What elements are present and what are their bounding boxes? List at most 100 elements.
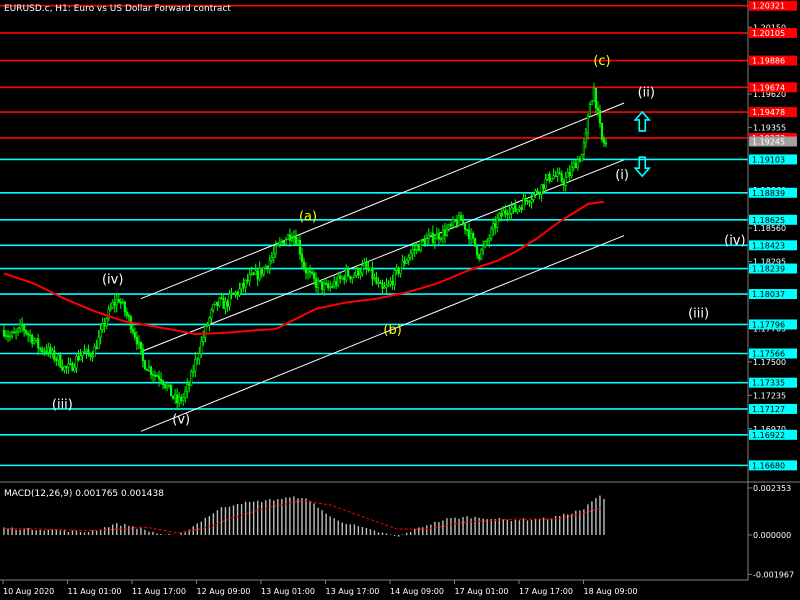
candle	[67, 357, 70, 374]
candle	[61, 359, 64, 372]
candle	[512, 204, 515, 214]
level-tag-bg	[749, 403, 797, 414]
candle	[590, 100, 594, 105]
candle	[445, 223, 449, 237]
candle	[99, 323, 102, 345]
candle	[375, 271, 378, 285]
price-tick-label: 1.19355	[753, 124, 786, 133]
level-tag-bg	[749, 348, 797, 359]
candle	[252, 271, 255, 276]
candle	[176, 388, 179, 411]
channel-line-upper	[140, 102, 625, 300]
candle	[478, 253, 481, 262]
candle	[83, 344, 86, 353]
candle	[19, 318, 22, 333]
wave-label: (iv)	[724, 233, 745, 248]
candle	[312, 270, 316, 286]
candle	[141, 343, 145, 368]
candle	[260, 268, 263, 278]
candle	[282, 241, 285, 246]
candle	[351, 276, 354, 284]
candle	[558, 167, 561, 175]
candle	[190, 368, 193, 386]
time-tick-label: 18 Aug 09:00	[584, 587, 638, 596]
candle	[218, 296, 221, 308]
candle	[250, 266, 253, 276]
candle	[536, 187, 539, 195]
candle	[389, 276, 392, 288]
candle	[570, 160, 573, 179]
candle	[451, 216, 455, 230]
candle	[101, 317, 104, 333]
candle	[447, 223, 451, 232]
candle	[455, 214, 459, 229]
candle	[304, 262, 308, 280]
candle	[435, 227, 438, 240]
candle	[427, 228, 430, 245]
candle	[117, 294, 120, 304]
candle	[554, 170, 557, 178]
level-tag-label: 1.16680	[752, 461, 785, 470]
wave-label: (iii)	[52, 398, 73, 413]
candle	[329, 280, 332, 292]
candle	[564, 172, 567, 192]
candle	[268, 254, 271, 275]
candle	[298, 234, 302, 260]
level-tag-bg	[749, 263, 797, 274]
candle	[224, 296, 227, 315]
candle	[423, 234, 426, 248]
candle	[542, 183, 545, 194]
candle	[379, 280, 382, 284]
time-axis[interactable]: 10 Aug 2020 11 Aug 01:00 11 Aug 17:00 12 Au…	[2, 580, 638, 596]
candle	[135, 331, 138, 351]
candle	[91, 350, 94, 362]
candle	[476, 246, 479, 259]
candle	[337, 271, 340, 288]
candle	[425, 232, 428, 246]
candle	[248, 268, 251, 287]
candle	[216, 301, 219, 312]
level-tag-bg	[749, 27, 797, 38]
candle	[272, 245, 275, 264]
candle	[165, 381, 169, 392]
candle	[161, 379, 165, 390]
candle	[540, 184, 543, 202]
candle	[508, 206, 511, 220]
level-tag-label: 1.17127	[752, 405, 785, 414]
candle	[59, 351, 62, 369]
level-tag-label: 1.17335	[752, 379, 785, 388]
candle	[73, 363, 76, 373]
candle	[355, 266, 358, 278]
time-tick-label: 12 Aug 09:00	[197, 587, 251, 596]
candle	[49, 343, 52, 359]
candle	[89, 353, 92, 361]
candle	[488, 234, 491, 248]
candle	[443, 222, 447, 244]
candle	[119, 297, 122, 309]
candle	[594, 87, 598, 114]
candle	[327, 280, 330, 291]
signal-arrows	[633, 110, 652, 178]
candle	[143, 359, 147, 370]
candle	[552, 168, 555, 180]
candle	[276, 243, 279, 247]
candle	[14, 328, 18, 340]
level-tag-label: 1.19674	[752, 83, 785, 92]
candle	[407, 253, 410, 266]
candle	[242, 277, 245, 293]
candle	[300, 247, 304, 268]
candle	[288, 228, 291, 247]
candle	[381, 279, 384, 294]
level-tag-bg	[749, 460, 797, 471]
candle	[550, 178, 553, 183]
macd-tick-label: -0.001967	[753, 570, 794, 579]
candle	[234, 290, 237, 299]
level-tag-bg	[749, 240, 797, 251]
candle	[240, 283, 243, 295]
candle	[405, 258, 408, 265]
candle	[316, 277, 320, 294]
candle	[588, 101, 591, 117]
candle	[403, 256, 406, 267]
